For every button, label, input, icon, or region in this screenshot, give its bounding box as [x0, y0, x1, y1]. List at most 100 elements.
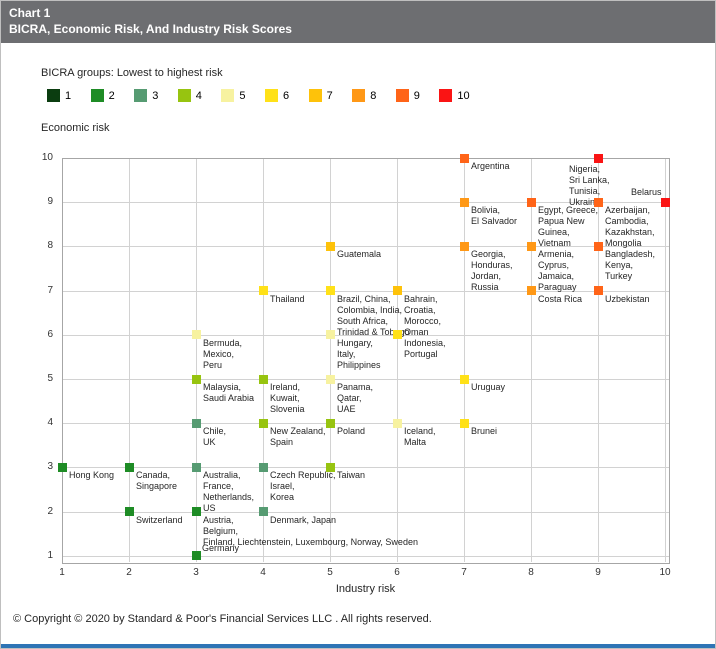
x-tick-label: 4 [260, 567, 266, 578]
grid-line-vertical [263, 158, 264, 562]
grid-line-vertical [531, 158, 532, 562]
data-point [593, 241, 603, 251]
data-point [325, 418, 335, 428]
data-point [258, 507, 268, 517]
legend-swatch-group-2 [90, 89, 104, 102]
legend-group-number: 4 [195, 89, 202, 102]
data-point [191, 462, 201, 472]
data-point [459, 197, 469, 207]
data-point [124, 462, 134, 472]
legend-group-number: 8 [370, 89, 377, 102]
data-point [459, 374, 469, 384]
legend-swatch-group-6 [265, 89, 278, 102]
y-axis-label: Economic risk [41, 122, 110, 134]
y-tick-label: 10 [41, 152, 53, 163]
point-label: Uzbekistan [605, 293, 650, 304]
legend-group-number: 10 [457, 89, 470, 102]
point-label: Malaysia, Saudi Arabia [203, 382, 255, 403]
legend-item: 2 [90, 89, 115, 102]
legend-group-number: 3 [152, 89, 159, 102]
grid-line-vertical [196, 158, 197, 562]
legend-item: 9 [395, 89, 420, 102]
grid-line-horizontal [62, 467, 669, 469]
data-point [325, 241, 335, 251]
grid-line-vertical [129, 158, 130, 562]
data-point [191, 551, 201, 561]
point-label: Costa Rica [538, 293, 583, 304]
legend-item: 4 [177, 89, 202, 102]
point-label: Uruguay [471, 382, 506, 392]
y-tick-label: 3 [47, 461, 53, 473]
legend-group-number: 2 [108, 89, 115, 102]
point-label: Egypt, Greece, Papua New Guinea, Vietnam [538, 205, 599, 249]
grid-line-horizontal [62, 555, 669, 557]
point-label: Australia, France, Netherlands, US [203, 470, 255, 514]
legend-item: 10 [439, 89, 470, 102]
grid-line-horizontal [62, 334, 669, 336]
x-tick-label: 9 [595, 567, 601, 578]
point-label: Georgia, Honduras, Jordan, Russia [471, 249, 513, 293]
point-label: Brunei [471, 426, 498, 437]
data-point [392, 418, 402, 428]
data-point [593, 153, 603, 163]
data-point [459, 241, 469, 251]
plot-border [62, 158, 670, 564]
data-point [191, 374, 201, 384]
data-point [57, 462, 67, 472]
grid-line-vertical [598, 158, 599, 562]
x-tick-label: 2 [126, 567, 132, 578]
point-label: Hong Kong [69, 470, 115, 481]
x-tick-label: 8 [528, 567, 534, 578]
grid-line-horizontal [62, 423, 669, 425]
y-tick-label: 9 [47, 196, 53, 208]
grid-line-vertical [464, 158, 465, 562]
data-point [325, 286, 335, 296]
data-point [392, 286, 402, 296]
x-tick-label: 1 [59, 567, 65, 578]
point-label: Bermuda, Mexico, Peru [203, 337, 243, 370]
legend-swatch-group-5 [221, 89, 235, 102]
y-tick-label: 5 [47, 373, 53, 384]
data-point [526, 286, 536, 296]
data-point [660, 197, 670, 207]
x-tick-label: 7 [461, 567, 467, 578]
grid-line-horizontal [62, 290, 669, 292]
data-point [325, 462, 335, 472]
point-label: Chile, UK [203, 426, 227, 448]
point-label: Switzerland [136, 514, 183, 525]
data-point [325, 330, 335, 340]
point-label: Thailand [270, 293, 305, 304]
chart-number: Chart 1 [9, 6, 51, 20]
chart-header: Chart 1 BICRA, Economic Risk, And Indust… [1, 1, 715, 43]
data-point [258, 462, 268, 472]
point-label: Panama, Qatar, UAE [337, 382, 374, 414]
legend-swatch-group-1 [47, 89, 60, 102]
y-tick-label: 7 [47, 284, 53, 296]
x-tick-label: 3 [193, 567, 199, 578]
point-label: Armenia, Cyprus, Jamaica, Paraguay [538, 249, 577, 293]
y-tick-label: 6 [47, 328, 53, 340]
point-label: Argentina [471, 161, 510, 171]
point-label: Indonesia, Portugal [404, 337, 446, 359]
bottom-accent-bar [1, 644, 715, 648]
data-point [459, 153, 469, 163]
point-label: Ireland, Kuwait, Slovenia [270, 382, 305, 414]
legend-swatch-group-9 [395, 89, 409, 102]
y-tick-label: 2 [47, 505, 53, 517]
legend-group-number: 7 [326, 89, 333, 102]
data-point [392, 330, 402, 340]
x-tick-label: 6 [394, 567, 400, 578]
point-label: Iceland, Malta [404, 426, 436, 448]
grid-line-horizontal [62, 379, 669, 380]
x-tick-label: 10 [659, 567, 671, 578]
grid-line-vertical [665, 158, 666, 562]
grid-line-vertical [397, 158, 398, 562]
grid-line-horizontal [62, 202, 669, 204]
legend-swatch-group-8 [352, 89, 366, 102]
legend-item: 6 [265, 89, 289, 102]
chart-title: BICRA, Economic Risk, And Industry Risk … [9, 22, 292, 36]
point-label: Hungary, Italy, Philippines [337, 337, 381, 370]
legend-item: 3 [134, 89, 158, 102]
point-label: Austria, Belgium, Finland, Liechtenstein… [203, 514, 418, 547]
point-label: Denmark, Japan [270, 514, 337, 525]
